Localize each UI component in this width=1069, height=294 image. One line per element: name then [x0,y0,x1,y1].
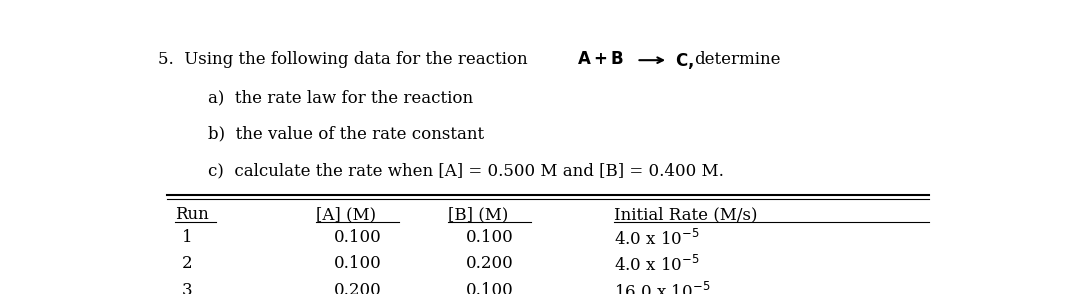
Text: 0.100: 0.100 [334,255,382,272]
Text: determine: determine [694,51,780,68]
Text: 0.100: 0.100 [334,229,382,246]
Text: b)  the value of the rate constant: b) the value of the rate constant [208,126,484,143]
Text: 4.0 x 10$^{-5}$: 4.0 x 10$^{-5}$ [614,229,700,249]
Text: [A] (M): [A] (M) [316,206,376,223]
Text: 0.200: 0.200 [334,282,382,294]
Text: 16.0 x 10$^{-5}$: 16.0 x 10$^{-5}$ [614,282,711,294]
Text: 1: 1 [182,229,192,246]
Text: 2: 2 [182,255,192,272]
Text: $\mathbf{C,}$: $\mathbf{C,}$ [676,51,694,71]
Text: 5.  Using the following data for the reaction: 5. Using the following data for the reac… [158,51,528,68]
Text: 0.100: 0.100 [466,229,514,246]
Text: 4.0 x 10$^{-5}$: 4.0 x 10$^{-5}$ [614,255,700,275]
Text: [B] (M): [B] (M) [449,206,509,223]
Text: 0.100: 0.100 [466,282,514,294]
Text: 3: 3 [182,282,192,294]
Text: Initial Rate (M/s): Initial Rate (M/s) [614,206,758,223]
Text: 0.200: 0.200 [466,255,514,272]
Text: $\mathbf{A + B}$: $\mathbf{A + B}$ [577,51,623,68]
Text: c)  calculate the rate when [A] = 0.500 M and [B] = 0.400 M.: c) calculate the rate when [A] = 0.500 M… [208,162,724,179]
Text: a)  the rate law for the reaction: a) the rate law for the reaction [208,90,474,107]
Text: Run: Run [175,206,208,223]
